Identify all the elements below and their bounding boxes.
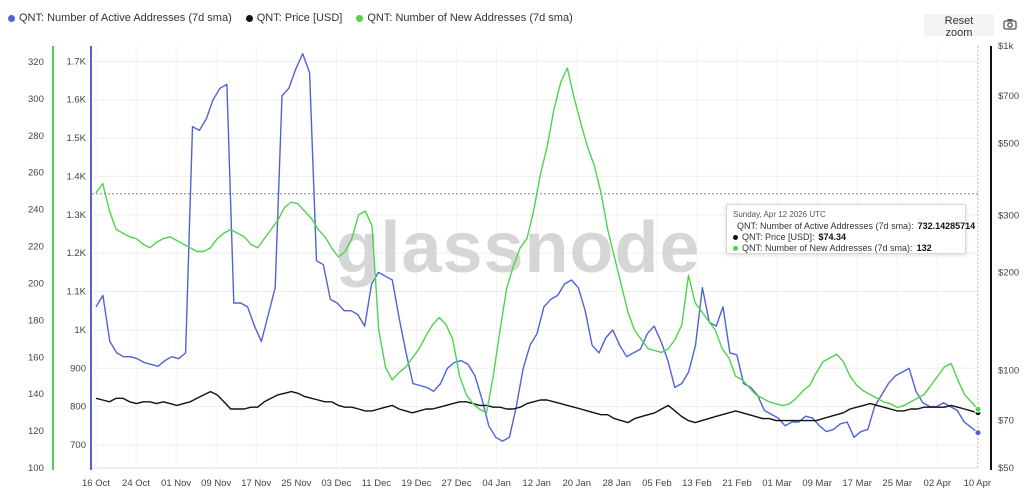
x-tick-label: 10 Apr — [964, 478, 991, 489]
legend-label-price: QNT: Price [USD] — [256, 12, 343, 24]
tooltip-row-active-addresses: QNT: Number of Active Addresses (7d sma)… — [733, 221, 975, 232]
x-tick-label: 21 Feb — [722, 478, 752, 489]
tooltip-dot-price-icon — [733, 235, 738, 240]
y-tick-price: $500 — [998, 139, 1019, 150]
y-tick-new-addresses: 280 — [28, 131, 44, 142]
tooltip-date: Sunday, Apr 12 2026 UTC — [733, 210, 826, 219]
tooltip-dot-new-icon — [733, 246, 738, 251]
y-tick-new-addresses: 120 — [28, 426, 44, 437]
watermark-text: glassnode — [335, 208, 700, 288]
camera-button[interactable] — [1000, 14, 1020, 36]
x-tick-label: 19 Dec — [401, 478, 431, 489]
tick-labels: 16 Oct 24 Oct 01 Nov 09 Nov 17 Nov 25 Nov 03 D… — [28, 41, 1019, 489]
y-tick-new-addresses: 320 — [28, 57, 44, 68]
y-tick-new-addresses: 300 — [28, 94, 44, 105]
y-tick-active-addresses: 1.4K — [66, 171, 86, 182]
y-tick-active-addresses: 700 — [70, 440, 86, 451]
legend-dot-price-icon — [245, 14, 253, 22]
tooltip-row-new-addresses: QNT: Number of New Addresses (7d sma): 1… — [733, 243, 959, 254]
hover-marker-active-addresses — [974, 429, 982, 437]
legend-item-active-addresses[interactable]: QNT: Number of Active Addresses (7d sma) — [8, 12, 232, 24]
hover-marker-new-addresses — [974, 405, 982, 413]
y-tick-new-addresses: 140 — [28, 389, 44, 400]
y-tick-new-addresses: 240 — [28, 205, 44, 216]
y-tick-price: $70 — [998, 416, 1014, 427]
tooltip-value-active: 732.14285714 — [917, 221, 976, 231]
legend-label-active-addresses: QNT: Number of Active Addresses (7d sma) — [19, 12, 232, 24]
y-tick-price: $700 — [998, 91, 1019, 102]
y-tick-new-addresses: 200 — [28, 278, 44, 289]
reset-zoom-button[interactable]: Reset zoom — [924, 14, 994, 39]
x-tick-label: 02 Apr — [924, 478, 951, 489]
y-tick-new-addresses: 220 — [28, 242, 44, 253]
y-tick-price: $1k — [998, 41, 1014, 52]
y-tick-price: $50 — [998, 463, 1014, 474]
x-tick-label: 28 Jan — [603, 478, 632, 489]
x-tick-label: 09 Mar — [802, 478, 832, 489]
x-tick-label: 09 Nov — [201, 478, 231, 489]
x-tick-label: 04 Jan — [482, 478, 511, 489]
series-line-new-addresses — [95, 67, 979, 414]
hover-markers — [974, 405, 982, 437]
x-tick-label: 01 Mar — [762, 478, 792, 489]
x-tick-label: 05 Feb — [642, 478, 672, 489]
tooltip-row-price: QNT: Price [USD]: $74.34 — [733, 232, 959, 243]
axes — [52, 46, 992, 470]
y-tick-active-addresses: 1.1K — [66, 287, 86, 298]
x-tick-label: 25 Mar — [882, 478, 912, 489]
x-tick-label: 11 Dec — [362, 478, 392, 489]
y-tick-active-addresses: 1.3K — [66, 210, 86, 221]
tooltip: Sunday, Apr 12 2026 UTC QNT: Number of A… — [726, 204, 975, 254]
camera-icon — [1003, 18, 1017, 30]
x-tick-label: 16 Oct — [82, 478, 110, 489]
y-tick-price: $300 — [998, 211, 1019, 222]
legend-item-new-addresses[interactable]: QNT: Number of New Addresses (7d sma) — [356, 12, 573, 24]
grid-lines — [92, 46, 978, 468]
y-tick-price: $100 — [998, 365, 1019, 376]
y-tick-active-addresses: 800 — [70, 402, 86, 413]
x-tick-label: 12 Jan — [522, 478, 551, 489]
y-tick-active-addresses: 1.7K — [66, 56, 86, 67]
series-lines — [95, 53, 979, 442]
series-line-active-addresses — [95, 53, 979, 442]
x-tick-label: 25 Nov — [281, 478, 311, 489]
y-tick-new-addresses: 180 — [28, 315, 44, 326]
legend-dot-active-addresses-icon — [8, 14, 15, 22]
tooltip-label-price: QNT: Price [USD]: — [742, 232, 815, 242]
x-tick-label: 03 Dec — [321, 478, 351, 489]
chart-legend: QNT: Number of Active Addresses (7d sma)… — [8, 12, 573, 24]
tooltip-label-active: QNT: Number of Active Addresses (7d sma)… — [737, 221, 914, 231]
x-tick-label: 27 Dec — [441, 478, 471, 489]
y-tick-new-addresses: 260 — [28, 168, 44, 179]
y-tick-new-addresses: 100 — [28, 463, 44, 474]
series-line-price — [95, 390, 979, 424]
x-tick-label: 01 Nov — [161, 478, 191, 489]
y-tick-active-addresses: 1.6K — [66, 95, 86, 106]
y-tick-active-addresses: 1K — [74, 325, 86, 336]
legend-label-new-addresses: QNT: Number of New Addresses (7d sma) — [367, 12, 573, 24]
y-tick-active-addresses: 1.2K — [66, 248, 86, 259]
legend-dot-new-addresses-icon — [356, 14, 364, 22]
x-tick-label: 17 Nov — [241, 478, 271, 489]
tooltip-value-price: $74.34 — [818, 232, 847, 242]
legend-item-price[interactable]: QNT: Price [USD] — [245, 12, 343, 24]
x-tick-label: 20 Jan — [562, 478, 591, 489]
x-tick-label: 24 Oct — [122, 478, 150, 489]
tooltip-value-new: 132 — [916, 243, 932, 253]
x-tick-label: 13 Feb — [682, 478, 712, 489]
y-tick-new-addresses: 160 — [28, 352, 44, 363]
x-tick-label: 17 Mar — [842, 478, 872, 489]
tooltip-label-new: QNT: Number of New Addresses (7d sma): — [742, 243, 913, 253]
y-tick-active-addresses: 1.5K — [66, 133, 86, 144]
y-tick-price: $200 — [998, 268, 1019, 279]
y-tick-active-addresses: 900 — [70, 363, 86, 374]
